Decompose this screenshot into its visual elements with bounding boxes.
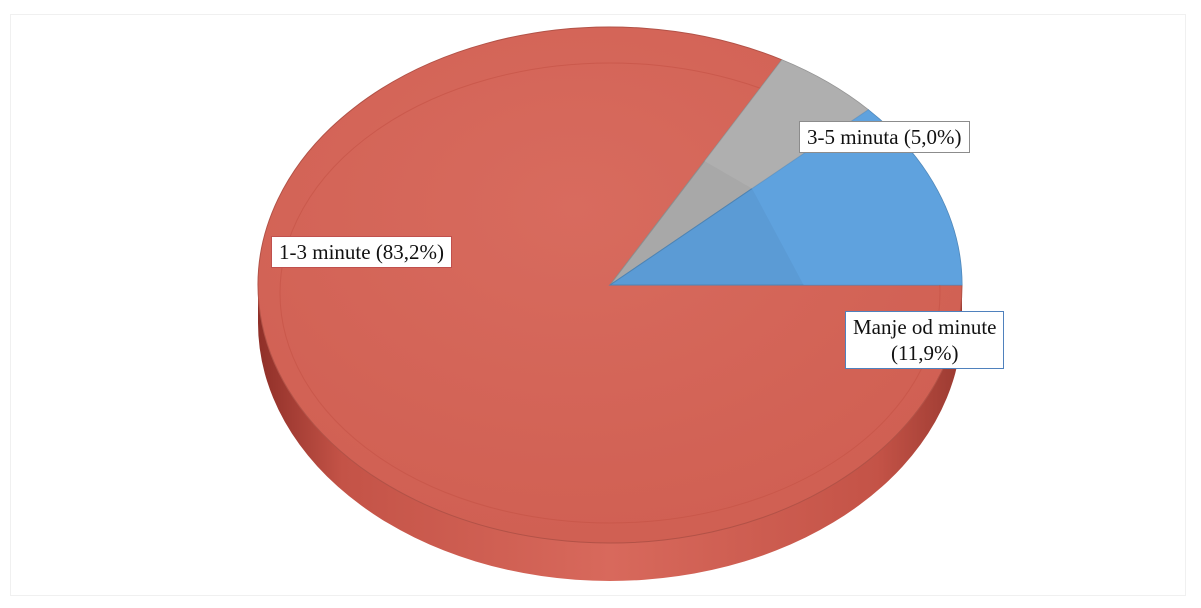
slice-3-5-minuta-highlight (704, 59, 869, 189)
slice-label-manje-line2: (11,9%) (891, 341, 959, 365)
slice-manje-od-minute-highlight (752, 109, 962, 286)
slice-label-3-5-minuta: 3-5 minuta (5,0%) (799, 121, 970, 153)
pie-bevel-ring (279, 62, 941, 524)
slice-label-manje-line1: Manje od minute (853, 315, 997, 339)
slice-label-1-3-minute: 1-3 minute (83,2%) (271, 236, 453, 268)
slice-label-manje-od-minute: Manje od minute (11,9%) (845, 311, 1005, 369)
